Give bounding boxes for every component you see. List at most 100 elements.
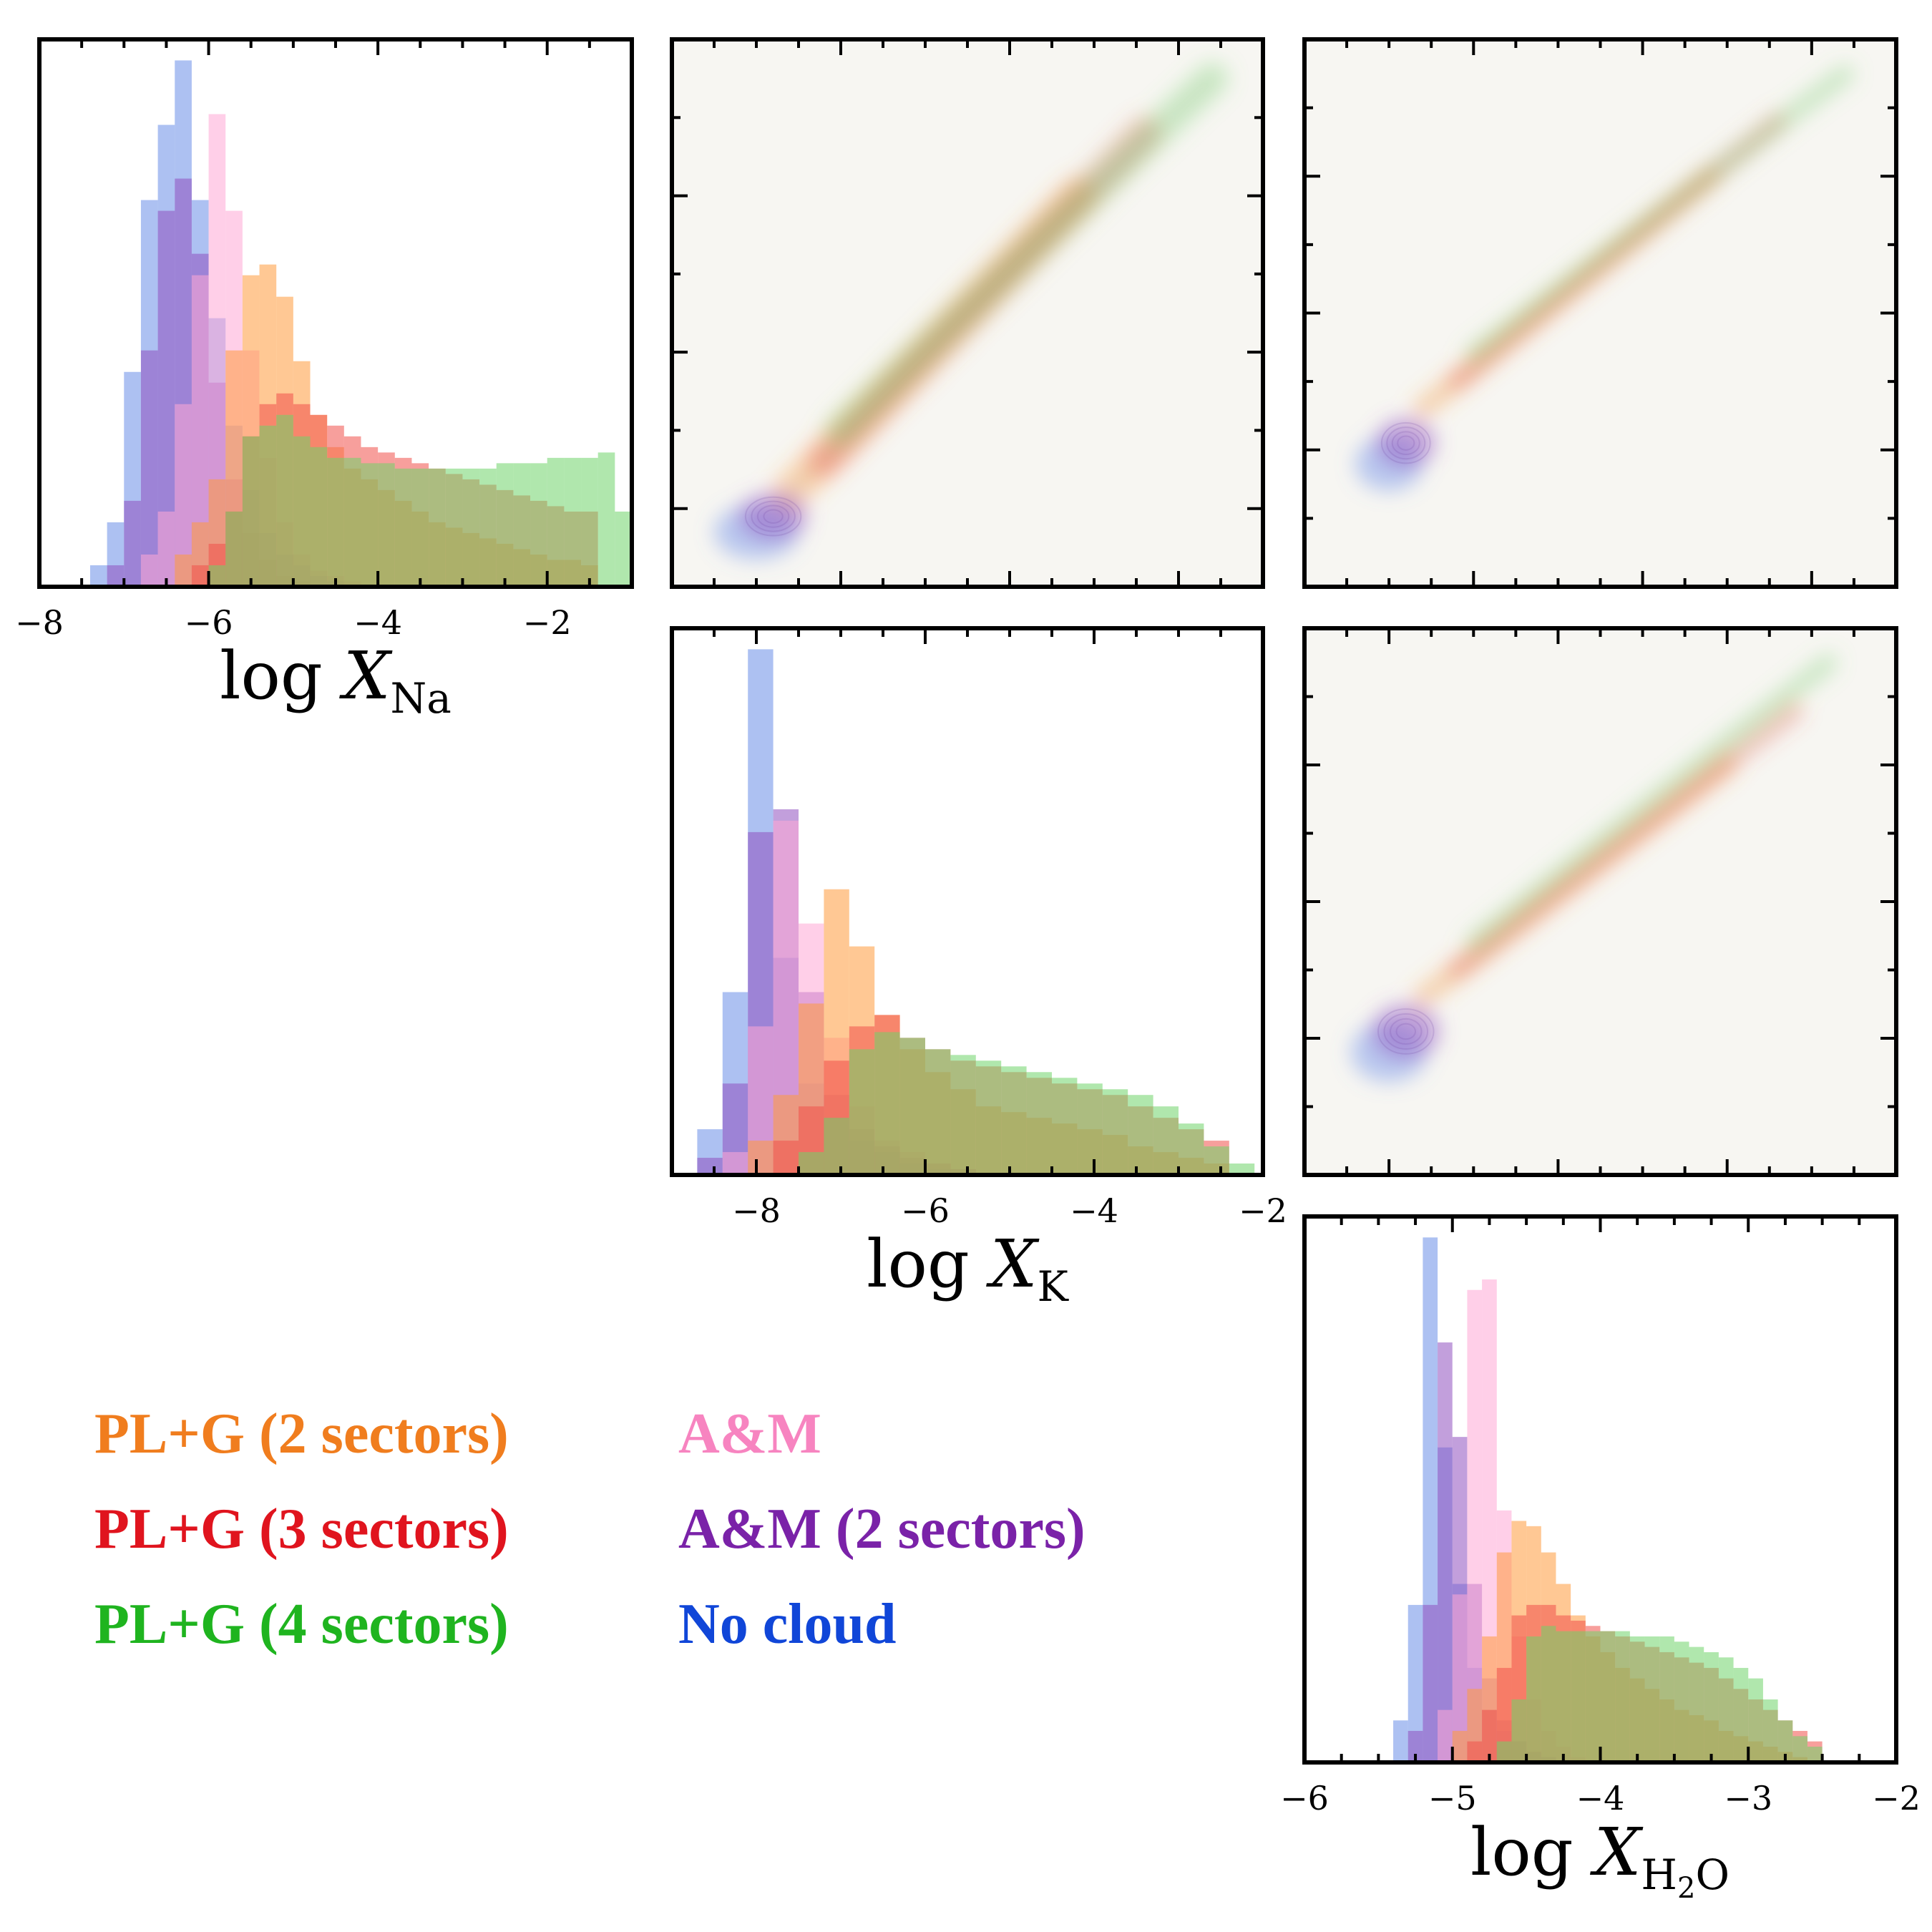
na_h2o-density	[1355, 64, 1855, 492]
na-xtick-label: −8	[15, 603, 64, 642]
na_k-contour-ring	[744, 496, 802, 537]
h2o-xtick-label: −5	[1428, 1779, 1477, 1818]
na-bar-pl_g_4	[564, 457, 582, 587]
h2o-bar-pl_g_4	[1511, 1699, 1527, 1762]
h2o-bar-pl_g_4	[1585, 1631, 1601, 1762]
na_k-contour-ring	[751, 500, 796, 532]
legend: PL+G (2 sectors) PL+G (3 sectors) PL+G (…	[94, 1402, 1085, 1656]
xlabel-h2o: log XH2O	[1470, 1814, 1729, 1905]
na-bar-pl_g_4	[496, 463, 514, 587]
na-bar-pl_g_4	[597, 452, 615, 587]
legend-am: A&M	[678, 1402, 821, 1465]
k-bar-pl_g_4	[925, 1049, 951, 1175]
h2o-bar-pl_g_3	[1496, 1667, 1512, 1762]
h2o-bar-pl_g_3	[1482, 1709, 1497, 1762]
na-bar-am_2	[107, 565, 125, 587]
k-bar-pl_g_4	[799, 1152, 824, 1175]
k_h2o-frame	[1302, 626, 1898, 1177]
na-bar-pl_g_4	[276, 414, 293, 587]
na_h2o-contour-ring	[1391, 431, 1420, 456]
h2o-bar-pl_g_4	[1541, 1626, 1556, 1762]
na_h2o-plot-area	[1304, 39, 1896, 587]
panel-na-k-contour	[670, 37, 1265, 589]
k-bar-pl_g_4	[1026, 1072, 1052, 1175]
k_h2o-density-soft	[1350, 653, 1838, 1083]
k-xtick-label: −2	[1239, 1191, 1287, 1230]
k_h2o-ridge-core-pl_g_4	[1470, 659, 1833, 946]
h2o-bar-pl_g_4	[1704, 1652, 1719, 1762]
k_h2o-contour-ring	[1395, 1023, 1417, 1040]
k-bar-pl_g_4	[1128, 1095, 1153, 1175]
na_h2o-frame	[1302, 37, 1898, 589]
na_h2o-density-soft	[1355, 64, 1855, 492]
legend-am-2: A&M (2 sectors)	[678, 1498, 1085, 1561]
na-bar-am	[175, 404, 192, 587]
na-bar-am	[140, 554, 158, 587]
h2o-bar-am	[1467, 1289, 1483, 1762]
h2o-bar-pl_g_2	[1452, 1730, 1468, 1762]
na-xtick-label: −2	[523, 603, 572, 642]
h2o-bar-pl_g_4	[1748, 1678, 1763, 1762]
panel-na-h2o-contour	[1302, 37, 1898, 589]
h2o-bar-am_2	[1423, 1604, 1438, 1762]
k-bar-am_2	[697, 1158, 723, 1175]
na_h2o-contour-ring	[1386, 426, 1426, 460]
k-bar-pl_g_4	[1052, 1078, 1078, 1175]
h2o-bar-pl_g_4	[1629, 1636, 1645, 1762]
na-bar-pl_g_4	[479, 468, 497, 587]
h2o-bar-pl_g_4	[1600, 1631, 1616, 1762]
h2o-bar-pl_g_4	[1556, 1631, 1571, 1762]
h2o-bar-pl_g_4	[1792, 1736, 1807, 1762]
na-bar-pl_g_4	[361, 463, 379, 587]
na_k-frame	[670, 37, 1265, 589]
panel-h2o-histogram: −6 −5 −4 −3 −2	[1280, 1214, 1921, 1818]
h2o-bar-pl_g_4	[1644, 1636, 1660, 1762]
na-bar-pl_g_4	[259, 425, 277, 587]
k-bar-pl_g_4	[1001, 1066, 1027, 1175]
legend-pl-g-3: PL+G (3 sectors)	[94, 1498, 509, 1561]
na-bar-pl_g_2	[175, 554, 192, 587]
na-bar-pl_g_4	[462, 468, 480, 587]
na-bar-am_2	[140, 350, 158, 587]
k-bar-pl_g_4	[1229, 1163, 1255, 1175]
na-bar-pl_g_4	[378, 463, 395, 587]
na-bar-pl_g_4	[394, 468, 412, 587]
na_h2o-contour-ring	[1397, 435, 1415, 451]
h2o-bar-pl_g_4	[1526, 1636, 1541, 1762]
na_k-contour-ring	[756, 504, 790, 528]
k_h2o-contour-ring	[1390, 1018, 1423, 1045]
na_h2o-contour-ring	[1380, 421, 1431, 464]
k-bar-pl_g_4	[950, 1055, 976, 1175]
legend-pl-g-4: PL+G (4 sectors)	[94, 1593, 509, 1656]
na-bars	[89, 60, 632, 587]
k-frame	[670, 626, 1265, 1177]
na-bar-pl_g_4	[310, 447, 328, 587]
h2o-xtick-label: −6	[1280, 1779, 1329, 1818]
na-bar-pl_g_4	[411, 468, 429, 587]
k-bar-pl_g_4	[824, 1118, 849, 1175]
na-frame	[37, 37, 634, 589]
legend-no-cloud: No cloud	[678, 1593, 897, 1656]
na-bar-pl_g_4	[581, 457, 598, 587]
h2o-bar-am	[1438, 1709, 1453, 1762]
na-bar-pl_g_4	[242, 436, 260, 587]
na-bar-am_2	[124, 500, 141, 587]
panel-k-h2o-contour	[1302, 626, 1898, 1177]
panel-k-histogram: −8 −6 −4 −2	[670, 626, 1287, 1230]
h2o-xtick-label: −4	[1576, 1779, 1625, 1818]
k-bar-pl_g_2	[748, 1141, 774, 1175]
na-bar-am	[157, 511, 175, 587]
h2o-frame	[1302, 1214, 1898, 1765]
h2o-bar-pl_g_4	[1615, 1631, 1630, 1762]
h2o-bar-pl_g_4	[1659, 1636, 1674, 1762]
k-bar-pl_g_4	[899, 1038, 925, 1175]
h2o-bar-pl_g_4	[1689, 1646, 1704, 1762]
na_k-ridge-core-pl_g_4	[834, 72, 1219, 436]
na-bar-no_cloud	[89, 565, 107, 587]
na-bar-pl_g_4	[547, 457, 565, 587]
k-bar-pl_g_4	[1204, 1146, 1229, 1175]
h2o-bar-am_2	[1407, 1730, 1423, 1762]
na_h2o-ridge-core-pl_g_4	[1470, 70, 1849, 358]
k-xtick-label: −6	[901, 1191, 950, 1230]
